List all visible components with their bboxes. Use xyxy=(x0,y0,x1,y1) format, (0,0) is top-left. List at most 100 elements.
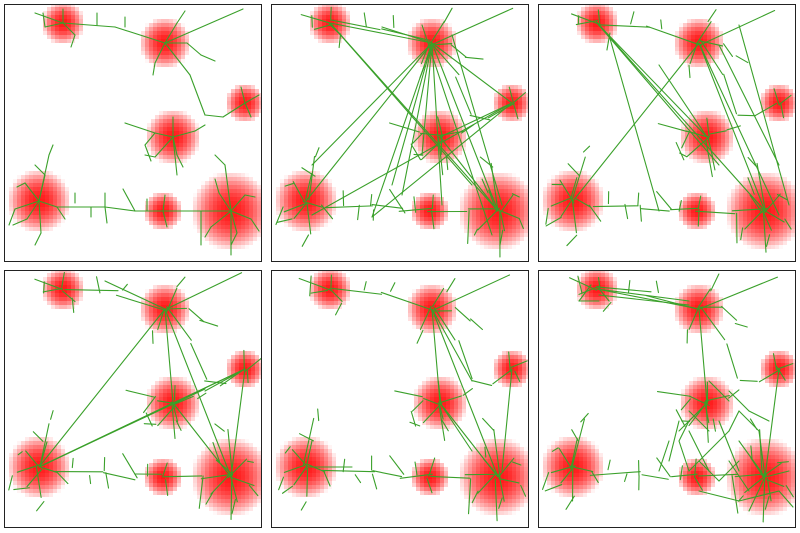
hotspot-h7 xyxy=(727,439,795,515)
network-edge xyxy=(64,289,119,292)
network-edge xyxy=(283,202,307,213)
network-edge xyxy=(281,485,294,494)
network-link xyxy=(738,24,790,206)
network-edge xyxy=(514,370,521,382)
network-edge xyxy=(739,379,758,382)
network-edge xyxy=(675,141,685,161)
network-edge xyxy=(157,310,165,331)
network-edge xyxy=(433,306,456,341)
network-edge xyxy=(571,156,586,201)
network-edge xyxy=(432,42,453,46)
network-link xyxy=(596,22,720,166)
network-edge xyxy=(16,182,26,188)
network-layer xyxy=(8,8,260,256)
network-edge xyxy=(545,207,549,225)
network-edge xyxy=(700,306,726,341)
network-edge xyxy=(785,485,794,498)
network-edge xyxy=(574,197,591,208)
network-edge xyxy=(38,200,58,208)
network-edge xyxy=(363,281,367,291)
network-link xyxy=(748,410,770,422)
network-edge xyxy=(723,43,733,57)
network-edge xyxy=(162,194,166,212)
network-link xyxy=(421,42,433,156)
network-edge xyxy=(750,445,753,460)
network-edge xyxy=(697,208,700,227)
network-edge xyxy=(577,275,583,294)
network-edge xyxy=(284,446,291,454)
network-link xyxy=(311,102,513,216)
network-edge xyxy=(89,475,92,485)
hotspot-h6 xyxy=(679,193,715,229)
network-edge xyxy=(246,369,249,384)
network-edge xyxy=(314,147,320,158)
network-edge xyxy=(712,418,716,432)
network-edge xyxy=(114,26,166,44)
network-edge xyxy=(300,501,307,511)
network-edge xyxy=(542,471,550,490)
network-edge xyxy=(492,368,513,385)
network-edge xyxy=(598,24,651,28)
network-edge xyxy=(481,178,489,194)
hotspot-layer xyxy=(543,5,795,249)
panel-plot-5 xyxy=(276,271,528,522)
network-edge xyxy=(512,101,519,120)
network-edge xyxy=(470,318,483,331)
network-edge xyxy=(660,19,663,30)
network-edge xyxy=(754,102,777,117)
network-edge xyxy=(744,207,766,230)
network-edge xyxy=(324,205,373,209)
network-link xyxy=(371,42,433,218)
network-edge xyxy=(419,305,432,330)
network-edge xyxy=(430,475,471,479)
network-edge xyxy=(186,42,202,56)
network-edge xyxy=(438,403,446,441)
network-link xyxy=(698,42,780,216)
network-edge xyxy=(230,210,238,234)
network-edge xyxy=(164,479,169,496)
network-edge xyxy=(369,193,373,207)
network-edge xyxy=(500,213,506,232)
network-edge xyxy=(56,206,66,220)
network-link xyxy=(311,42,433,166)
network-layer xyxy=(278,274,528,522)
network-edge xyxy=(172,401,179,423)
network-edge xyxy=(639,204,642,222)
network-edge xyxy=(164,8,244,44)
network-layer xyxy=(8,271,261,520)
hotspot-h5 xyxy=(9,171,69,231)
network-edge xyxy=(734,473,766,478)
network-edge xyxy=(591,471,599,483)
network-edge xyxy=(602,301,612,312)
panel-plot-3 xyxy=(543,5,795,253)
network-edge xyxy=(321,469,376,473)
network-edge xyxy=(43,281,45,294)
network-edge xyxy=(389,455,405,475)
network-edge xyxy=(320,204,334,220)
hotspot-layer xyxy=(543,271,795,515)
network-edge xyxy=(278,476,285,491)
network-edge xyxy=(655,280,659,294)
network-edge xyxy=(176,276,186,288)
network-edge xyxy=(437,116,444,138)
network-edge xyxy=(723,73,738,115)
network-edge xyxy=(498,457,515,478)
network-edge xyxy=(164,22,178,44)
network-edge xyxy=(330,6,332,21)
network-edge xyxy=(707,136,714,159)
network-edge xyxy=(26,200,40,220)
network-edge xyxy=(641,474,669,480)
network-edge xyxy=(95,276,101,294)
network-edge xyxy=(380,291,433,311)
network-edge xyxy=(35,465,42,498)
panel-4 xyxy=(4,270,262,528)
network-edge xyxy=(34,12,64,24)
network-link xyxy=(38,308,166,468)
network-edge xyxy=(248,484,259,497)
network-link xyxy=(698,460,720,482)
network-edge xyxy=(462,387,473,396)
network-edge xyxy=(293,203,307,219)
network-edge xyxy=(656,457,671,478)
network-edge xyxy=(210,210,232,228)
network-edge xyxy=(173,395,194,405)
